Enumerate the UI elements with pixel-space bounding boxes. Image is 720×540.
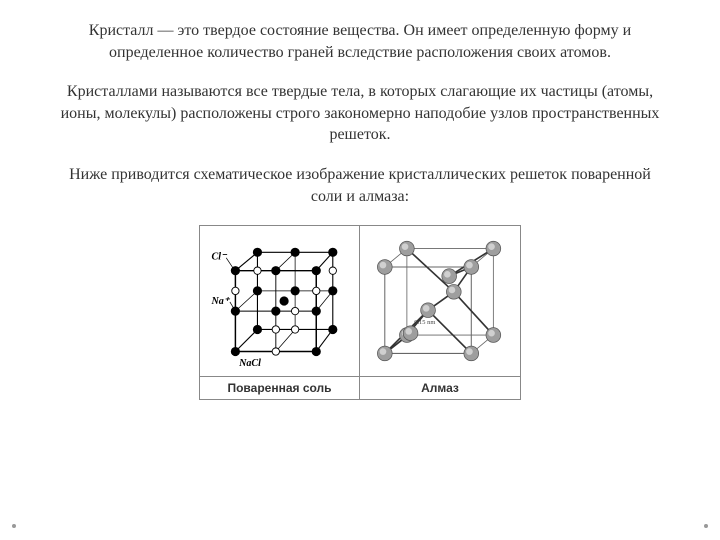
svg-text:NaCl: NaCl: [238, 358, 261, 369]
paragraph-3: Ниже приводится схематическое изображени…: [60, 164, 660, 207]
figure-container: Cl⁻ Na⁺ NaCl Поваренная соль 0.15 nm Алмаз: [60, 225, 660, 400]
caption-nacl: Поваренная соль: [200, 376, 360, 399]
nacl-diagram: Cl⁻ Na⁺ NaCl: [200, 226, 360, 376]
svg-text:Cl⁻: Cl⁻: [212, 252, 229, 263]
paragraph-2: Кристаллами называются все твердые тела,…: [60, 81, 660, 146]
caption-diamond: Алмаз: [360, 376, 520, 399]
svg-text:Na⁺: Na⁺: [211, 296, 231, 307]
slide-corner-dot-left: [12, 524, 16, 528]
paragraph-1: Кристалл — это твердое состояние веществ…: [60, 20, 660, 63]
slide-corner-dot-right: [704, 524, 708, 528]
cell-nacl: Cl⁻ Na⁺ NaCl Поваренная соль: [200, 226, 360, 399]
diamond-diagram: 0.15 nm: [360, 226, 520, 376]
figure-panel: Cl⁻ Na⁺ NaCl Поваренная соль 0.15 nm Алмаз: [199, 225, 521, 400]
svg-text:0.15 nm: 0.15 nm: [414, 319, 435, 326]
cell-diamond: 0.15 nm Алмаз: [360, 226, 520, 399]
